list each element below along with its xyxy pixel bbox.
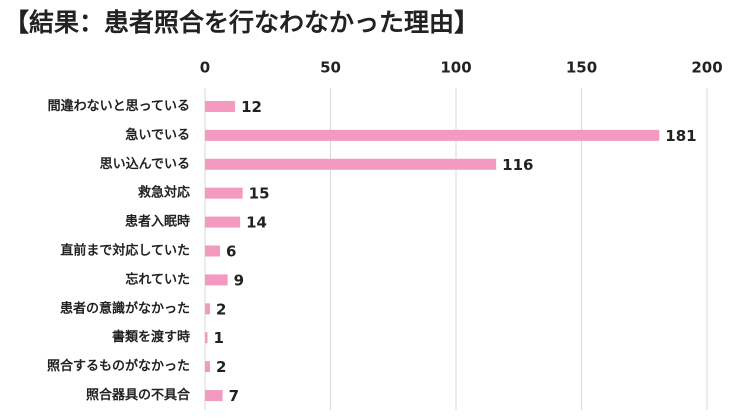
data-label: 1 [214,329,224,347]
y-tick-label: 照合器具の不具合 [86,387,191,403]
bar [205,361,211,373]
bar [205,245,221,257]
bar [205,129,660,141]
data-label: 14 [246,214,267,232]
bar [205,390,223,402]
data-label: 181 [665,127,696,145]
bar [205,332,208,344]
x-tick-label: 50 [320,59,341,77]
y-tick-label: 急いでいる [125,127,190,143]
data-label: 2 [216,358,226,376]
x-tick-label: 200 [691,59,722,77]
data-label: 15 [249,185,270,203]
x-tick-label: 150 [566,59,597,77]
data-label: 2 [216,300,226,318]
data-label: 116 [502,156,533,174]
data-label: 9 [234,271,244,289]
x-tick-label: 100 [440,59,471,77]
y-tick-label: 忘れていた [125,271,190,287]
y-tick-label: 間違わないと思っている [48,98,190,114]
x-tick-label: 0 [200,59,210,77]
data-label: 6 [226,243,236,261]
data-label: 7 [229,387,239,405]
bar [205,100,236,112]
y-tick-label: 救急対応 [138,185,190,201]
bar [205,216,241,228]
chart-title: 【結果：患者照合を行なわなかった理由】 [4,8,479,37]
y-tick-label: 患者入眠時 [125,214,190,230]
y-tick-label: 照合するものがなかった [47,358,190,374]
bar [205,274,228,286]
y-tick-label: 思い込んでいる [100,156,190,172]
bar [205,187,243,199]
y-tick-label: 書類を渡す時 [112,329,190,345]
y-tick-label: 患者の意識がなかった [60,300,190,316]
y-tick-label: 直前まで対応していた [60,243,190,259]
data-label: 12 [241,98,262,116]
bar [205,303,211,315]
bar [205,158,497,170]
